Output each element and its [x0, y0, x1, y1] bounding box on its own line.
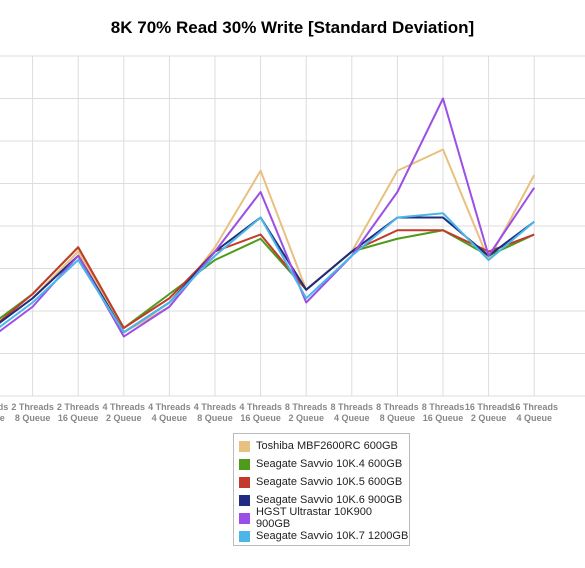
x-tick-label: 4 Threads 2 Queue [103, 402, 146, 423]
legend: Toshiba MBF2600RC 600GB Seagate Savvio 10… [233, 433, 410, 546]
legend-item: Seagate Savvio 10K.5 600GB [239, 473, 409, 491]
series-line-1 [0, 229, 535, 329]
legend-item: Seagate Savvio 10K.4 600GB [239, 455, 409, 473]
legend-swatch [239, 512, 250, 524]
x-tick-label: 2 Threads 16 Queue [57, 402, 100, 423]
legend-label: HGST Ultrastar 10K900 900GB [255, 506, 372, 530]
x-tick-label: 16 Threads 4 Queue [510, 402, 558, 423]
legend-item: Seagate Savvio 10K.6 900GB [239, 491, 409, 509]
legend-swatch [239, 494, 250, 506]
chart-title: 8K 70% Read 30% Write [Standard Deviatio… [110, 18, 475, 37]
legend-swatch [239, 476, 250, 488]
legend-item: Seagate Savvio 10K.7 1200GB [239, 527, 409, 545]
x-tick-label: 8 Threads 8 Queue [376, 402, 419, 423]
series-line-4 [0, 97, 536, 338]
legend-label: Seagate Savvio 10K.4 600GB [256, 458, 403, 470]
legend-label: Seagate Savvio 10K.6 900GB [256, 494, 403, 506]
x-tick-label: 4 Threads 4 Queue [148, 402, 191, 423]
legend-label: Seagate Savvio 10K.5 600GB [256, 476, 403, 488]
legend-label: Seagate Savvio 10K.7 1200GB [256, 530, 409, 542]
legend-swatch [239, 530, 250, 542]
series-line-5 [0, 212, 535, 334]
x-tick-label: 16 Threads 2 Queue [465, 402, 513, 423]
legend-label: Toshiba MBF2600RC 600GB [256, 440, 398, 452]
x-tick-label: 4 Threads 8 Queue [194, 402, 237, 423]
x-tick-label: 4 Threads 16 Queue [239, 402, 282, 423]
legend-item: HGST Ultrastar 10K900 900GB [239, 506, 409, 530]
series-lines [0, 97, 536, 338]
legend-swatch [239, 458, 250, 470]
grid [0, 55, 585, 397]
x-tick-label: 8 Threads 4 Queue [331, 402, 374, 423]
series-line-2 [0, 229, 535, 329]
x-tick-label: 8 Threads 2 Queue [285, 402, 328, 423]
legend-swatch [239, 440, 250, 452]
x-tick-label: 2 Threads 8 Queue [11, 402, 54, 423]
series-line-0 [0, 148, 536, 334]
x-tick-label: 8 Threads 16 Queue [422, 402, 465, 423]
legend-item: Toshiba MBF2600RC 600GB [239, 437, 409, 455]
